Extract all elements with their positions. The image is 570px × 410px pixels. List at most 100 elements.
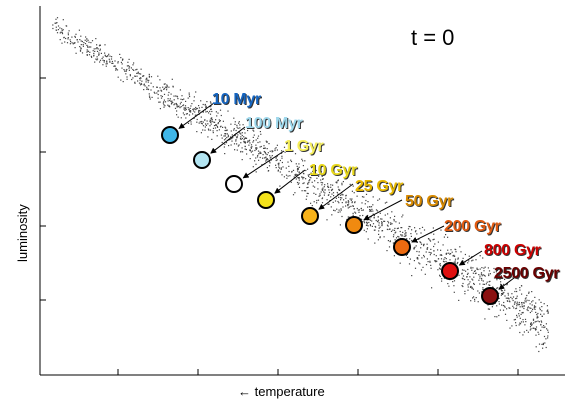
background-star-point xyxy=(94,61,96,63)
background-star-point xyxy=(372,223,375,225)
background-star-point xyxy=(482,257,484,259)
background-star-point xyxy=(312,170,314,172)
background-star-point xyxy=(530,328,532,330)
background-star-point xyxy=(268,161,271,163)
background-star-point xyxy=(166,85,168,87)
background-star-point xyxy=(538,321,540,323)
background-star-point xyxy=(99,61,101,63)
background-star-point xyxy=(162,86,164,88)
background-star-point xyxy=(243,138,245,141)
background-star-point xyxy=(464,278,466,281)
background-star-point xyxy=(109,55,111,57)
background-star-point xyxy=(338,202,340,204)
background-star-point xyxy=(185,108,187,111)
background-star-point xyxy=(474,272,476,275)
background-star-point xyxy=(537,320,539,322)
background-star-point xyxy=(176,114,178,116)
background-star-point xyxy=(521,293,523,295)
background-star-point xyxy=(271,151,273,153)
background-star-point xyxy=(159,108,161,110)
background-star-point xyxy=(255,144,257,146)
background-star-point xyxy=(87,39,89,41)
background-star-point xyxy=(205,124,207,126)
background-star-point xyxy=(447,283,449,285)
background-star-point xyxy=(143,84,145,86)
background-star-point xyxy=(139,84,142,86)
background-star-point xyxy=(287,175,289,177)
star-arrow xyxy=(458,250,483,266)
background-star-point xyxy=(156,86,158,88)
background-star-point xyxy=(176,96,179,98)
background-star-point xyxy=(419,241,421,243)
background-star-point xyxy=(55,29,57,31)
background-star-point xyxy=(195,106,197,109)
background-star-point xyxy=(313,192,315,194)
background-star-point xyxy=(267,152,269,154)
background-star-point xyxy=(361,209,363,211)
background-star-point xyxy=(234,123,236,125)
background-star-point xyxy=(175,95,177,97)
background-star-point xyxy=(481,275,483,277)
background-star-point xyxy=(377,239,379,241)
background-star-point xyxy=(338,188,340,190)
background-star-point xyxy=(320,191,322,193)
star-arrow xyxy=(363,199,403,221)
background-star-point xyxy=(426,247,428,249)
annotation-arrows xyxy=(178,102,519,290)
background-star-point xyxy=(189,110,191,112)
background-star-point xyxy=(415,230,417,232)
background-star-point xyxy=(257,135,260,137)
background-star-point xyxy=(194,114,196,116)
background-star-point xyxy=(410,235,412,237)
background-star-point xyxy=(519,310,521,312)
background-star-point xyxy=(467,284,469,286)
background-star-point xyxy=(226,133,228,135)
background-star-point xyxy=(488,270,491,272)
background-star-point xyxy=(324,192,326,194)
background-star-point xyxy=(284,151,286,153)
background-star-point xyxy=(386,224,389,226)
background-star-point xyxy=(333,195,335,197)
background-star-point xyxy=(227,110,229,112)
background-star-point xyxy=(286,177,288,179)
background-star-point xyxy=(237,145,239,147)
background-star-point xyxy=(372,210,374,212)
background-star-point xyxy=(292,169,295,171)
background-star-point xyxy=(55,22,57,24)
background-star-point xyxy=(426,248,428,250)
background-star-point xyxy=(440,265,442,267)
background-star-point xyxy=(283,176,285,178)
background-star-point xyxy=(255,163,257,165)
background-star-point xyxy=(521,285,523,287)
background-star-point xyxy=(75,33,77,35)
background-star-point xyxy=(298,186,301,188)
background-star-point xyxy=(240,133,242,135)
background-star-point xyxy=(471,269,473,271)
background-star-point xyxy=(62,19,64,21)
background-star-point xyxy=(347,205,349,207)
background-star-point xyxy=(159,79,161,81)
background-star-point xyxy=(61,29,63,32)
background-star-point xyxy=(448,252,450,254)
background-star-point xyxy=(307,192,309,195)
background-star-point xyxy=(57,25,60,27)
background-star-point xyxy=(328,194,330,196)
background-star-point xyxy=(359,215,361,217)
background-star-point xyxy=(198,109,200,112)
background-star-point xyxy=(188,109,190,111)
background-star-point xyxy=(531,291,533,293)
background-star-point xyxy=(441,280,443,282)
background-star-point xyxy=(237,134,239,136)
background-star-point xyxy=(180,106,182,108)
background-star-point xyxy=(423,229,426,231)
background-star-point xyxy=(173,104,175,106)
background-star-point xyxy=(275,159,277,162)
background-star-point xyxy=(173,99,175,101)
background-star-point xyxy=(473,282,475,285)
background-star-point xyxy=(288,165,290,167)
background-star-point xyxy=(345,202,347,204)
background-star-point xyxy=(531,310,533,312)
background-star-point xyxy=(516,297,518,299)
background-star-point xyxy=(167,104,169,106)
background-star-point xyxy=(61,28,63,30)
